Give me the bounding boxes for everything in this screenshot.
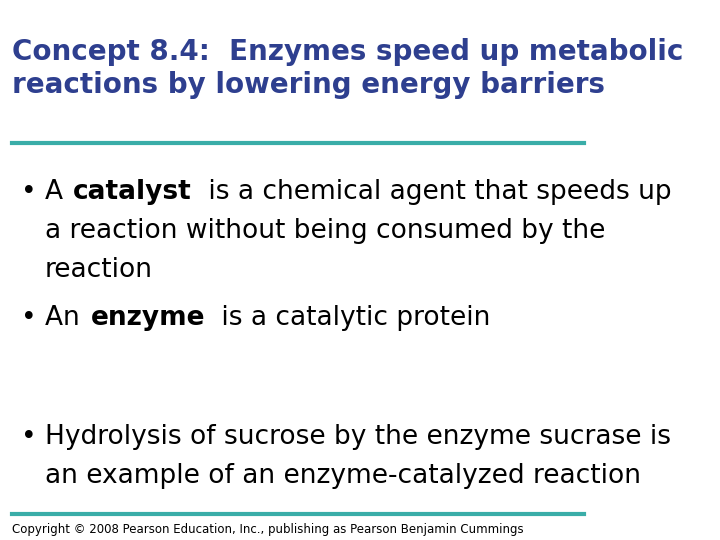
Text: A: A: [45, 179, 71, 205]
Text: catalyst: catalyst: [73, 179, 192, 205]
Text: reaction: reaction: [45, 257, 153, 283]
Text: Concept 8.4:  Enzymes speed up metabolic
reactions by lowering energy barriers: Concept 8.4: Enzymes speed up metabolic …: [12, 38, 683, 99]
Text: a reaction without being consumed by the: a reaction without being consumed by the: [45, 218, 605, 244]
Text: •: •: [21, 179, 37, 205]
Text: is a catalytic protein: is a catalytic protein: [213, 305, 490, 331]
Text: enzyme: enzyme: [91, 305, 205, 331]
Text: an example of an enzyme-catalyzed reaction: an example of an enzyme-catalyzed reacti…: [45, 463, 641, 489]
Text: Hydrolysis of sucrose by the enzyme sucrase is: Hydrolysis of sucrose by the enzyme sucr…: [45, 424, 670, 450]
Text: •: •: [21, 424, 37, 450]
Text: is a chemical agent that speeds up: is a chemical agent that speeds up: [199, 179, 671, 205]
Text: An: An: [45, 305, 88, 331]
Text: Copyright © 2008 Pearson Education, Inc., publishing as Pearson Benjamin Cumming: Copyright © 2008 Pearson Education, Inc.…: [12, 523, 523, 536]
Text: •: •: [21, 305, 37, 331]
